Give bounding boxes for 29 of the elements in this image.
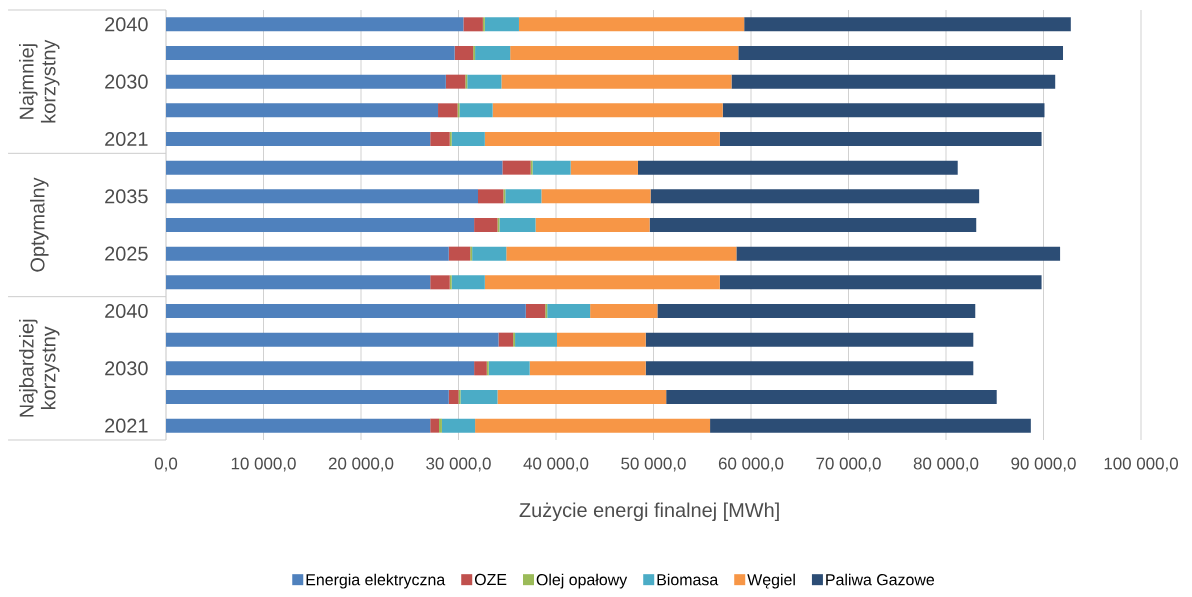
- text: Najbardziej korzystny: [19, 319, 60, 417]
- x-tick-label: 80 000,0: [913, 457, 979, 472]
- y-tick-label: 2040: [105, 17, 148, 32]
- y-tick-label: 2030: [105, 74, 148, 89]
- text: Optymalny: [29, 177, 49, 272]
- x-tick-label: 50 000,0: [621, 457, 686, 472]
- y-tick-label: 2035: [105, 189, 148, 204]
- legend-label: Olej opałowy: [536, 573, 628, 589]
- legend-label: Biomasa: [657, 573, 719, 586]
- x-tick-label: 90 000,0: [1011, 457, 1076, 472]
- legend-label: OZE: [474, 573, 507, 586]
- y-tick-label: 2025: [105, 246, 148, 261]
- text: Najmniej korzystny: [19, 39, 60, 123]
- x-tick-label: 20 000,0: [328, 457, 394, 472]
- y-tick-label: 2040: [105, 303, 148, 319]
- legend-label: Energia elektryczna: [306, 573, 446, 589]
- x-tick-label: 70 000,0: [816, 457, 881, 472]
- x-axis-title: Zużycie energi finalnej [MWh]: [519, 502, 779, 522]
- x-tick-label: 10 000,0: [231, 457, 296, 472]
- x-tick-label: 0,0: [154, 457, 178, 472]
- legend-label: Węgiel: [747, 573, 795, 589]
- x-tick-label: 60 000,0: [718, 457, 784, 472]
- x-tick-label: 40 000,0: [523, 457, 589, 472]
- y-tick-label: 2030: [105, 361, 148, 376]
- y-tick-label: 2021: [105, 418, 148, 433]
- x-tick-label: 30 000,0: [426, 457, 491, 472]
- legend-label: Paliwa Gazowe: [826, 573, 935, 586]
- x-tick-label: 100 000,0: [1104, 457, 1178, 472]
- y-tick-label: 2021: [105, 131, 148, 147]
